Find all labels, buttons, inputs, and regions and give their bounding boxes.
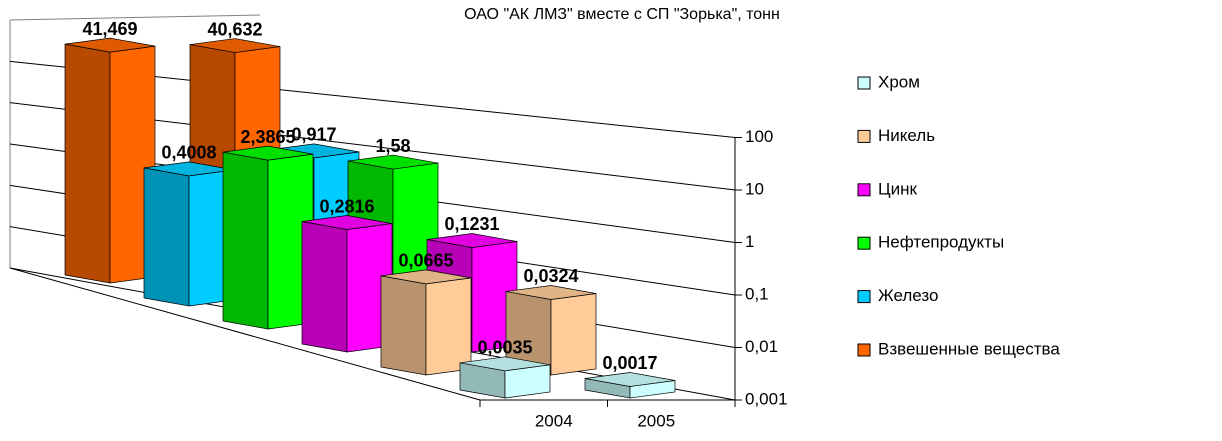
data-label: 0,0665 bbox=[398, 251, 453, 271]
bar-front bbox=[143, 167, 190, 307]
y-tick-label: 100 bbox=[745, 127, 773, 146]
bar-top bbox=[505, 285, 597, 300]
y-tick-label: 0,1 bbox=[745, 284, 769, 303]
bar-front bbox=[380, 275, 427, 376]
data-label: 0,1231 bbox=[444, 214, 499, 234]
bar-front bbox=[301, 221, 348, 353]
bar bbox=[301, 215, 393, 353]
bar bbox=[64, 37, 156, 284]
data-label: 1,58 bbox=[375, 136, 410, 156]
legend-swatch bbox=[857, 343, 871, 357]
legend-swatch bbox=[857, 183, 871, 197]
legend-swatch bbox=[857, 290, 871, 304]
floor-edge bbox=[9, 267, 481, 401]
data-label: 0,0017 bbox=[602, 353, 657, 373]
bar-top bbox=[222, 145, 314, 161]
data-label: 0,0324 bbox=[523, 266, 578, 286]
chart-title: ОАО "АК ЛМЗ" вместе с СП "Зорька", тонн bbox=[464, 6, 780, 23]
bar-top bbox=[459, 356, 551, 372]
data-label: 40,632 bbox=[207, 19, 262, 39]
x-tick-label: 2005 bbox=[637, 411, 675, 430]
bar bbox=[505, 285, 597, 376]
data-label: 2,3865 bbox=[240, 127, 295, 147]
y-tick-label: 0,01 bbox=[745, 337, 778, 356]
bar-side bbox=[425, 277, 472, 376]
x-tick-label: 2004 bbox=[535, 411, 573, 430]
y-tick-label: 1 bbox=[745, 232, 754, 251]
wall-top bbox=[9, 14, 261, 21]
data-label: 0,2816 bbox=[319, 196, 374, 216]
data-label: 41,469 bbox=[82, 19, 137, 39]
bar bbox=[222, 145, 314, 330]
bar-front bbox=[64, 43, 111, 284]
bar bbox=[584, 372, 676, 399]
data-label: 0,917 bbox=[291, 125, 336, 145]
legend-swatch bbox=[857, 129, 871, 143]
y-tick-label: 0,001 bbox=[745, 389, 788, 408]
bar-top bbox=[584, 372, 676, 387]
legend-swatch bbox=[857, 76, 871, 90]
bar-top bbox=[64, 37, 156, 53]
data-label: 0,0035 bbox=[477, 338, 532, 358]
bar bbox=[143, 161, 235, 307]
legend-swatch bbox=[857, 236, 871, 250]
bar-side bbox=[550, 293, 597, 376]
bar bbox=[459, 356, 551, 399]
data-label: 0,4008 bbox=[161, 143, 216, 163]
bar-top bbox=[189, 38, 281, 53]
bar-top bbox=[347, 154, 439, 170]
legend-label: Взвешенные вещества bbox=[878, 339, 1060, 358]
legend-label: Нефтепродукты bbox=[878, 233, 1004, 252]
legend-label: Цинк bbox=[878, 179, 917, 198]
legend-label: Хром bbox=[878, 72, 920, 91]
bar-top bbox=[426, 233, 518, 248]
legend-label: Железо bbox=[878, 286, 938, 305]
bar-top bbox=[301, 215, 393, 230]
bar-top bbox=[380, 269, 472, 285]
y-tick-label: 10 bbox=[745, 179, 764, 198]
bar bbox=[380, 269, 472, 376]
legend-label: Никель bbox=[878, 126, 935, 145]
bar-front bbox=[222, 151, 269, 330]
